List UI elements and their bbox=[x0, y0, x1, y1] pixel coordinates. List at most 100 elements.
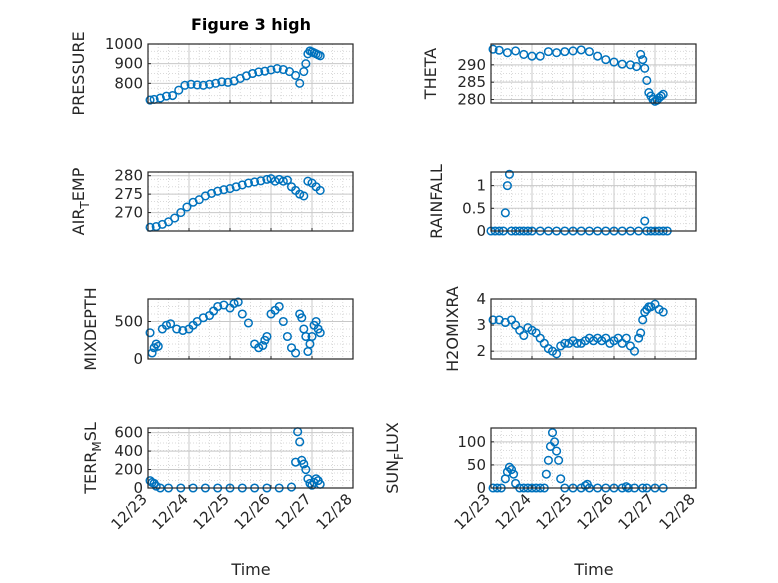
data-point bbox=[243, 318, 253, 328]
data-point bbox=[155, 93, 165, 103]
data-point bbox=[539, 338, 549, 348]
data-point bbox=[543, 455, 553, 465]
y-tick-label: 200 bbox=[114, 461, 143, 479]
data-point bbox=[301, 59, 311, 69]
data-point bbox=[170, 213, 180, 223]
data-point bbox=[506, 464, 517, 475]
data-point bbox=[161, 320, 171, 330]
y-tick-label: 280 bbox=[114, 167, 143, 185]
data-point bbox=[258, 340, 268, 351]
y-tick-label: 400 bbox=[114, 442, 143, 460]
y-axis-label: THETA bbox=[421, 48, 440, 100]
data-point bbox=[291, 348, 301, 358]
x-tick-label: 12/26 bbox=[231, 490, 274, 533]
panel-h2omixra: 2 3 4 H2OMIXRA bbox=[443, 286, 697, 372]
axes-box bbox=[147, 43, 354, 104]
data-point bbox=[504, 169, 515, 179]
y-axis-label: PRESSURE bbox=[69, 31, 88, 115]
data-point bbox=[301, 464, 311, 475]
data-point bbox=[223, 77, 233, 87]
axes-box bbox=[490, 298, 697, 360]
data-point bbox=[547, 428, 558, 438]
data-point bbox=[213, 186, 223, 196]
data-point bbox=[307, 331, 317, 342]
data-point bbox=[278, 65, 288, 75]
data-point bbox=[231, 182, 241, 192]
data-point bbox=[153, 341, 163, 351]
data-point bbox=[250, 177, 260, 187]
data-point bbox=[504, 462, 515, 472]
data-point bbox=[535, 333, 545, 343]
data-point bbox=[178, 325, 188, 336]
data-point bbox=[621, 482, 631, 492]
y-tick-label: 50 bbox=[467, 456, 486, 474]
data-point bbox=[634, 333, 644, 343]
y-axis-label: SUNFLUX bbox=[383, 422, 406, 494]
data-point bbox=[638, 315, 648, 325]
data-point bbox=[509, 469, 519, 479]
x-tick-label: 12/24 bbox=[149, 490, 192, 533]
data-point bbox=[282, 331, 292, 342]
y-axis-label: TERRMSL bbox=[81, 422, 104, 495]
data-point bbox=[556, 474, 566, 484]
y-tick-label: 0 bbox=[133, 479, 143, 497]
data-point bbox=[552, 446, 562, 456]
data-point bbox=[636, 49, 646, 59]
data-point bbox=[515, 325, 525, 335]
data-point bbox=[211, 78, 221, 88]
data-point bbox=[176, 208, 186, 218]
data-point bbox=[217, 77, 227, 87]
data-point bbox=[593, 51, 603, 61]
data-point bbox=[207, 188, 217, 198]
data-point bbox=[286, 482, 297, 492]
y-tick-label: 0.5 bbox=[462, 199, 486, 217]
data-point bbox=[262, 331, 272, 342]
y-tick-label: 600 bbox=[114, 424, 143, 442]
data-point bbox=[295, 78, 305, 88]
data-point bbox=[315, 51, 325, 61]
data-point bbox=[656, 91, 666, 101]
data-point bbox=[182, 202, 192, 212]
data-point bbox=[225, 184, 235, 194]
data-point bbox=[172, 324, 182, 334]
data-point bbox=[272, 64, 282, 74]
data-point bbox=[636, 328, 646, 338]
data-point bbox=[256, 176, 266, 186]
data-point bbox=[642, 75, 652, 85]
data-point bbox=[299, 191, 309, 201]
data-point bbox=[291, 70, 301, 81]
y-tick-label: 0 bbox=[476, 479, 486, 497]
figure-title: Figure 3 high bbox=[191, 15, 311, 34]
y-tick-label: 900 bbox=[114, 55, 143, 73]
data-point bbox=[519, 49, 529, 59]
y-tick-label: 4 bbox=[476, 290, 486, 308]
y-axis-label: RAINFALL bbox=[427, 164, 446, 239]
data-point bbox=[198, 80, 208, 90]
panel-mixdepth: 0 500 MIXDEPTH bbox=[81, 287, 354, 371]
data-point bbox=[488, 315, 498, 325]
data-point bbox=[541, 469, 551, 479]
data-point bbox=[658, 307, 668, 317]
data-point bbox=[186, 79, 196, 89]
data-point bbox=[632, 62, 642, 72]
data-point bbox=[243, 178, 253, 188]
data-point bbox=[299, 459, 309, 469]
data-point bbox=[145, 328, 155, 338]
data-point bbox=[550, 437, 560, 447]
data-point bbox=[291, 457, 301, 467]
data-point bbox=[502, 181, 512, 191]
data-point bbox=[629, 346, 640, 356]
data-point bbox=[278, 176, 288, 186]
y-tick-label: 800 bbox=[114, 74, 143, 92]
data-point bbox=[638, 55, 648, 65]
data-point bbox=[260, 66, 270, 76]
x-tick-label: 12/27 bbox=[615, 490, 658, 533]
data-point bbox=[552, 349, 562, 359]
x-tick-label: 12/25 bbox=[190, 490, 233, 533]
data-point bbox=[511, 46, 521, 56]
data-point bbox=[658, 89, 668, 99]
